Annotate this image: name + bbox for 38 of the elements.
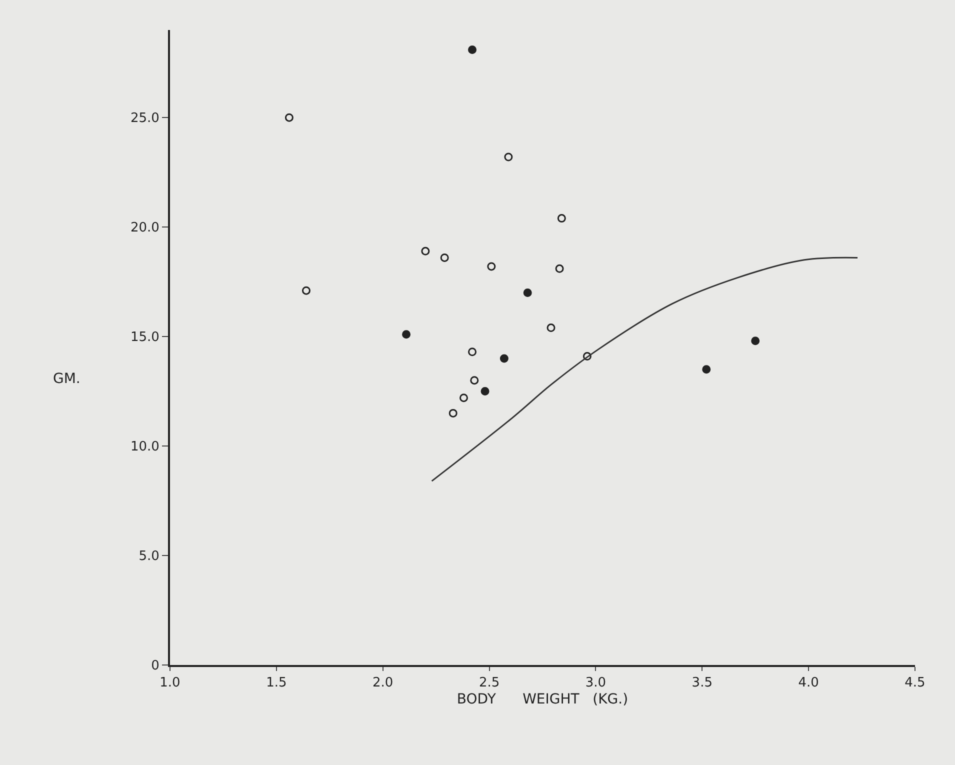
x-tick-label: 3.0 — [585, 676, 606, 691]
point — [487, 262, 496, 271]
point — [702, 365, 711, 374]
y-tick-label: 20.0 — [130, 220, 160, 236]
y-tick-label: 10.0 — [130, 440, 160, 455]
point — [504, 152, 513, 162]
y-tick-label: 15.0 — [130, 330, 160, 346]
x-tick-label: 4.0 — [798, 676, 819, 691]
x-axis-title: BODY WEIGHT (KG.) — [456, 691, 628, 708]
y-axis-title: GM. — [53, 371, 80, 387]
point — [284, 113, 294, 122]
point — [421, 246, 430, 256]
x-tick-label: 2.0 — [372, 676, 394, 691]
point — [402, 330, 411, 339]
line-series — [431, 256, 858, 482]
point — [523, 288, 532, 298]
point — [468, 348, 477, 356]
x-tick-label: 1.0 — [160, 676, 180, 691]
point — [751, 336, 760, 346]
point — [440, 253, 449, 262]
point — [480, 387, 490, 396]
y-tick-label: 25.0 — [130, 111, 160, 126]
point — [470, 376, 479, 385]
point — [448, 408, 458, 418]
point — [468, 45, 477, 54]
x-tick-label: 1.5 — [266, 676, 287, 691]
point — [500, 354, 508, 363]
x-tick-label: 2.5 — [478, 676, 500, 691]
point — [459, 394, 468, 402]
point — [582, 352, 592, 361]
point — [555, 264, 564, 273]
y-tick-label: 0 — [151, 658, 160, 674]
point — [302, 286, 310, 295]
x-tick-label: 4.5 — [904, 676, 926, 691]
x-tick-label: 3.5 — [692, 676, 712, 691]
point — [557, 214, 566, 223]
point — [546, 324, 556, 332]
y-tick-label: 5.0 — [138, 549, 160, 564]
